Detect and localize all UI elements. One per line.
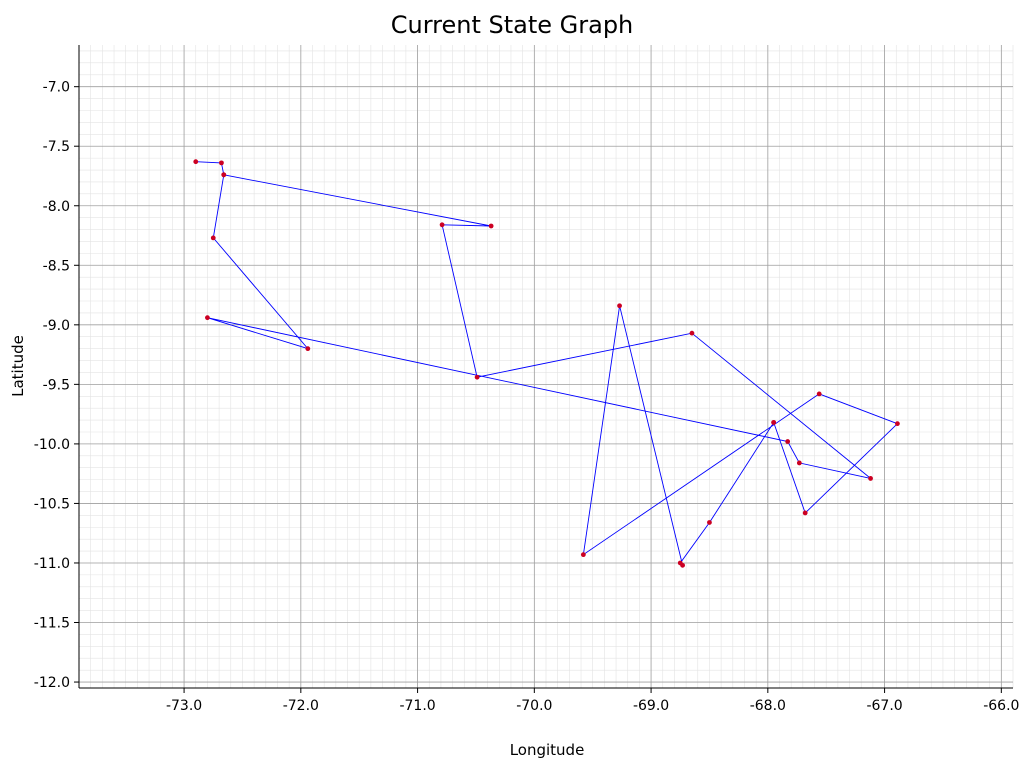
y-axis-label: Latitude <box>9 335 27 397</box>
y-tick-label: -12.0 <box>34 675 70 691</box>
graph-node-point <box>210 235 216 241</box>
major-grid <box>79 45 1013 688</box>
x-tick-label: -69.0 <box>633 698 669 714</box>
graph-edges <box>195 161 899 567</box>
y-tick-label: -7.5 <box>43 139 70 155</box>
graph-edge-path-1 <box>195 161 871 479</box>
x-tick-label: -68.0 <box>750 698 786 714</box>
x-tick-label: -73.0 <box>166 698 202 714</box>
x-tick-label: -71.0 <box>399 698 435 714</box>
graph-node-point <box>677 560 683 566</box>
graph-node-point <box>771 420 777 425</box>
graph-node-point <box>205 315 210 321</box>
chart-title: Current State Graph <box>391 11 634 39</box>
x-axis-ticks: -73.0 -72.0 -71.0 -70.0 -69.0 -68.0 -67.0 -66.0 <box>166 688 1019 714</box>
graph-nodes <box>193 159 900 568</box>
graph-node-point <box>219 160 224 166</box>
y-axis-ticks: -7.0 -7.5 -8.0 -8.5 -9.0 -9.5 -10.0 -10.5 -11.0 -… <box>34 80 79 691</box>
graph-node-point <box>868 476 873 481</box>
graph-node-point <box>580 552 586 558</box>
y-tick-label: -9.5 <box>43 377 70 393</box>
y-tick-label: -10.5 <box>34 496 70 512</box>
y-tick-label: -8.5 <box>43 258 70 274</box>
y-tick-label: -9.0 <box>43 318 70 334</box>
graph-node-point <box>474 374 480 380</box>
x-tick-label: -72.0 <box>283 698 319 714</box>
y-tick-label: -7.0 <box>43 80 70 96</box>
graph-node-point <box>221 172 227 178</box>
graph-edge-path-2 <box>582 305 899 567</box>
graph-node-point <box>488 223 494 229</box>
y-tick-label: -10.0 <box>34 437 70 453</box>
minor-grid <box>78 45 1014 688</box>
graph-node-point <box>796 460 802 466</box>
x-tick-label: -70.0 <box>516 698 552 714</box>
graph-node-point <box>689 330 695 336</box>
graph-node-point <box>816 391 822 397</box>
graph-node-point <box>439 222 445 228</box>
x-tick-label: -66.0 <box>983 698 1019 714</box>
x-axis-label: Longitude <box>510 741 585 759</box>
y-tick-label: -8.0 <box>43 199 70 215</box>
graph-node-point <box>617 303 622 309</box>
x-tick-label: -67.0 <box>866 698 902 714</box>
graph-node-point <box>895 421 900 427</box>
graph-node-point <box>707 520 712 525</box>
graph-node-point <box>785 439 791 444</box>
graph-node-point <box>193 159 199 165</box>
y-tick-label: -11.5 <box>34 616 70 632</box>
y-tick-label: -11.0 <box>34 556 70 572</box>
graph-node-point <box>305 346 311 352</box>
graph-node-point <box>802 510 808 516</box>
